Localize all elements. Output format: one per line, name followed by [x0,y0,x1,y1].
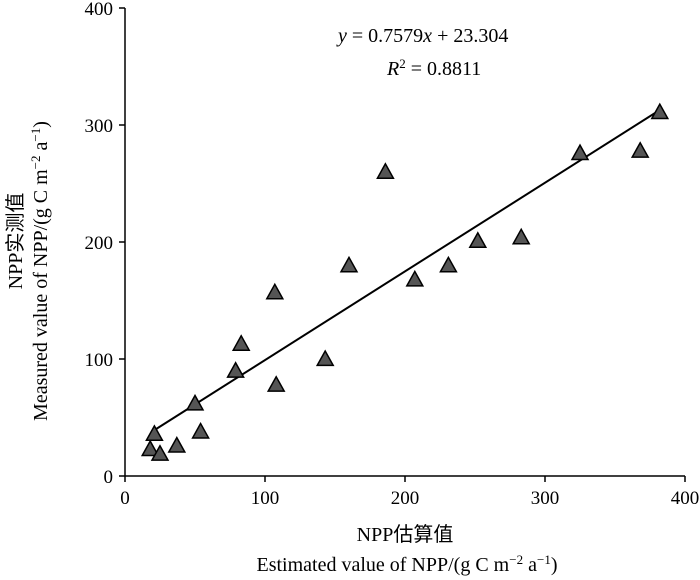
data-point [266,375,286,392]
x-tick-label: 0 [120,488,130,509]
y-tick-label: 0 [104,467,114,488]
data-point [315,349,335,367]
data-point [511,227,531,245]
x-tick-label: 200 [391,488,420,509]
x-tick-label: 400 [671,488,700,509]
y-tick-label: 100 [85,350,114,371]
regression-equation: y = 0.7579x + 23.304 [336,25,508,47]
data-point [145,424,164,442]
data-point [231,334,251,351]
data-points [140,102,670,461]
data-point [185,393,205,411]
x-axis-ticks: 0 100 200 300 400 [120,476,699,509]
data-point [167,436,187,453]
r-squared-label: R2 = 0.8811 [386,56,481,81]
data-point [630,141,650,158]
x-axis-title-cn: NPP估算值 [357,523,454,546]
y-axis-ticks: 0 100 200 300 400 [85,0,125,488]
data-point [405,269,425,287]
y-tick-label: 200 [85,233,114,254]
x-axis-title-en: Estimated value of NPP/(g C m−2 a−1) [256,552,557,577]
x-tick-label: 100 [251,488,280,509]
data-point [439,255,458,273]
data-point [468,231,488,248]
y-tick-label: 300 [85,116,114,137]
data-point [226,361,245,378]
y-tick-label: 400 [85,0,114,20]
plot-area: 0 100 200 300 400 0 100 200 300 400 [85,0,700,509]
data-point [140,439,160,457]
data-point [150,444,170,461]
x-tick-label: 300 [531,488,560,509]
data-point [265,282,285,300]
data-point [376,162,395,179]
y-axis-title-en: Measured value of NPP/(g C m−2 a−1) [28,121,53,421]
data-point [339,255,359,273]
y-axis-title-cn: NPP实测值 [4,193,27,290]
data-point [650,102,670,120]
data-point [191,421,210,439]
data-point [570,143,590,161]
